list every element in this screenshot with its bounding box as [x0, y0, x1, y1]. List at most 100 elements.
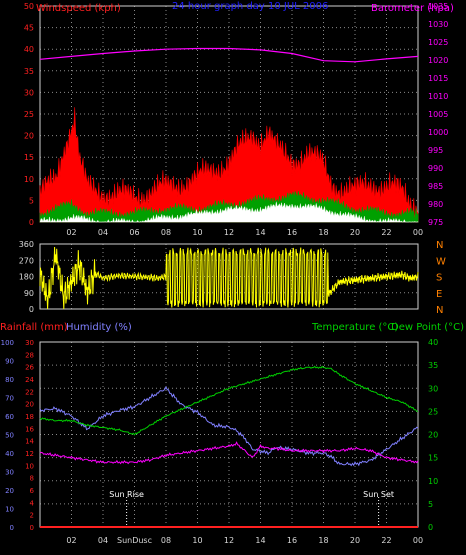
- sun-marker-label: Sun Rise: [109, 490, 144, 499]
- humidity-tick-label: 90: [5, 358, 14, 366]
- rainfall-tick-label: 20: [25, 401, 34, 409]
- temperature-tick-label: 0: [428, 523, 433, 532]
- windspeed-barometer-panel: 0510152025303540455097598098599099510001…: [24, 1, 454, 237]
- windspeed-tick-label: 0: [29, 218, 34, 227]
- time-tick-label: 08: [161, 536, 171, 545]
- windspeed-tick-label: 30: [24, 88, 34, 97]
- barometer-tick-label: 1035: [428, 2, 448, 11]
- direction-tick-label: 0: [29, 305, 34, 314]
- humidity-tick-label: 80: [5, 376, 14, 384]
- time-tick-label: SunDusc: [117, 536, 152, 545]
- rainfall-tick-label: 2: [30, 512, 34, 520]
- barometer-tick-label: 980: [428, 200, 443, 209]
- dewpoint-series: [39, 441, 419, 465]
- temperature-tick-label: 30: [428, 384, 438, 393]
- time-tick-label: 20: [350, 228, 360, 237]
- temperature-tick-label: 20: [428, 431, 438, 440]
- rainfall-axis-label: Rainfall (mm): [0, 322, 68, 333]
- compass-tick-label: N: [436, 305, 443, 316]
- time-tick-label: 22: [381, 536, 391, 545]
- time-tick-label: 16: [287, 536, 297, 545]
- wind-direction-series: [39, 246, 419, 310]
- temperature-tick-label: 35: [428, 361, 438, 370]
- windspeed-tick-label: 50: [24, 2, 34, 11]
- rainfall-tick-label: 24: [25, 376, 34, 384]
- rainfall-tick-label: 28: [25, 351, 34, 359]
- humidity-tick-label: 0: [10, 524, 14, 532]
- temperature-humidity-panel: Sun Rise Sun Set0102030405060708090100024…: [0, 322, 464, 545]
- barometer-tick-label: 1015: [428, 74, 448, 83]
- barometer-tick-label: 1025: [428, 38, 448, 47]
- humidity-tick-label: 70: [5, 395, 14, 403]
- chart-title: 24 hour graph day 10 JUL 2006: [172, 1, 328, 12]
- temperature-series: [39, 365, 419, 436]
- time-tick-label: 18: [318, 228, 328, 237]
- windspeed-tick-label: 5: [29, 196, 34, 205]
- time-tick-label: 22: [381, 228, 391, 237]
- direction-tick-label: 180: [19, 273, 34, 282]
- direction-tick-label: 360: [19, 240, 34, 249]
- rainfall-tick-label: 26: [25, 364, 34, 372]
- sun-marker-label: Sun Set: [363, 490, 394, 499]
- humidity-tick-label: 30: [5, 469, 14, 477]
- humidity-axis-label: Humidity (%): [66, 322, 132, 333]
- time-tick-label: 18: [318, 536, 328, 545]
- windspeed-tick-label: 40: [24, 45, 34, 54]
- time-tick-label: 14: [255, 536, 265, 545]
- barometer-series: [39, 47, 419, 63]
- time-tick-label: 04: [98, 536, 108, 545]
- barometer-axis-label: Barometer (hpa): [371, 3, 454, 14]
- time-tick-label: 12: [224, 536, 234, 545]
- temperature-tick-label: 25: [428, 407, 438, 416]
- compass-tick-label: S: [436, 273, 442, 284]
- rainfall-tick-label: 12: [25, 450, 34, 458]
- humidity-tick-label: 20: [5, 487, 14, 495]
- rainfall-tick-label: 8: [30, 475, 34, 483]
- compass-tick-label: W: [436, 256, 446, 267]
- rainfall-tick-label: 6: [30, 487, 35, 495]
- humidity-tick-label: 10: [5, 506, 14, 514]
- time-tick-label: 02: [66, 536, 76, 545]
- time-tick-label: 00: [413, 536, 423, 545]
- time-tick-label: 08: [161, 228, 171, 237]
- time-tick-label: 16: [287, 228, 297, 237]
- rainfall-tick-label: 16: [25, 425, 34, 433]
- barometer-tick-label: 975: [428, 218, 443, 227]
- time-tick-label: 10: [192, 228, 202, 237]
- barometer-tick-label: 1000: [428, 128, 448, 137]
- barometer-tick-label: 995: [428, 146, 443, 155]
- barometer-tick-label: 990: [428, 164, 443, 173]
- temperature-tick-label: 10: [428, 477, 438, 486]
- humidity-tick-label: 40: [5, 450, 14, 458]
- temperature-axis-label: Temperature (°C): [311, 322, 398, 333]
- dewpoint-axis-label: Dew Point (°C): [391, 322, 464, 333]
- barometer-tick-label: 1020: [428, 56, 448, 65]
- windspeed-tick-label: 45: [24, 24, 34, 33]
- windspeed-axis-label: Windspeed (kph): [36, 3, 121, 14]
- rainfall-tick-label: 4: [30, 499, 35, 507]
- rainfall-tick-label: 30: [25, 339, 34, 347]
- time-tick-label: 06: [129, 228, 139, 237]
- time-tick-label: 00: [413, 228, 423, 237]
- time-tick-label: 10: [192, 536, 202, 545]
- temperature-tick-label: 5: [428, 500, 433, 509]
- direction-tick-label: 90: [24, 289, 34, 298]
- humidity-tick-label: 100: [1, 339, 14, 347]
- windspeed-tick-label: 35: [24, 67, 34, 76]
- barometer-tick-label: 1010: [428, 92, 448, 101]
- rainfall-tick-label: 14: [25, 438, 34, 446]
- compass-tick-label: E: [436, 289, 442, 300]
- temperature-tick-label: 40: [428, 338, 438, 347]
- rainfall-tick-label: 22: [25, 388, 34, 396]
- wind-gust-series: [39, 107, 419, 223]
- barometer-tick-label: 985: [428, 182, 443, 191]
- humidity-series: [39, 385, 419, 467]
- compass-tick-label: N: [436, 240, 443, 251]
- rainfall-tick-label: 0: [30, 524, 34, 532]
- time-tick-label: 04: [98, 228, 108, 237]
- rainfall-tick-label: 18: [25, 413, 34, 421]
- time-tick-label: 02: [66, 228, 76, 237]
- windspeed-tick-label: 20: [24, 132, 34, 141]
